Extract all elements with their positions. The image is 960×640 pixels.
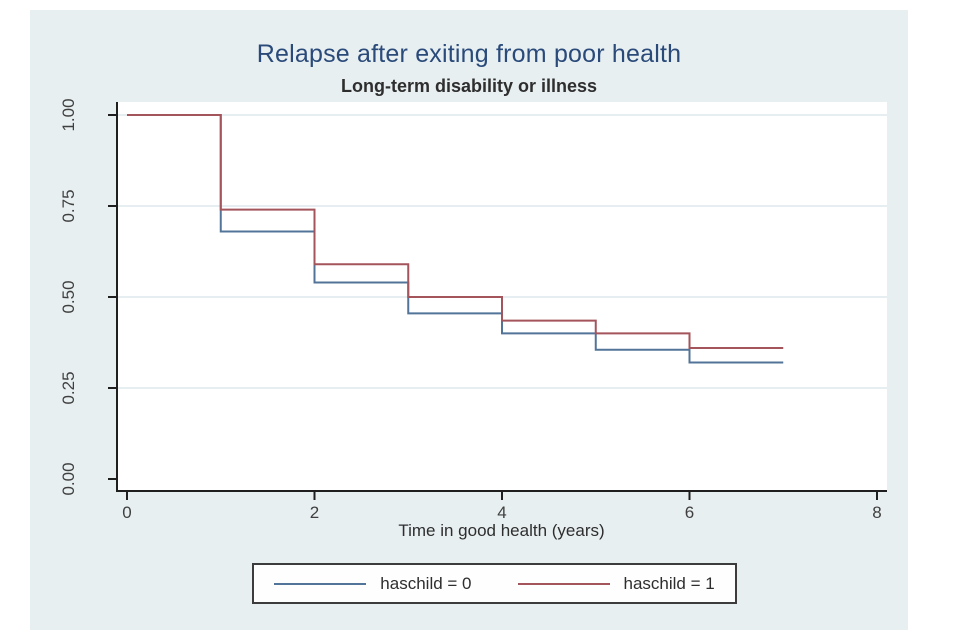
- legend-line-swatch-haschild1: [517, 582, 610, 585]
- y-tick-label: 0.50: [59, 280, 78, 314]
- figure: Relapse after exiting from poor health L…: [30, 10, 908, 630]
- chart-subtitle: Long-term disability or illness: [340, 76, 598, 96]
- survival-plot: [108, 102, 887, 500]
- x-tick-label: 8: [872, 503, 882, 522]
- y-tick-label: 1.00: [59, 98, 78, 132]
- x-axis-label: Time in good health (years): [398, 521, 605, 540]
- legend-line-swatch-haschild0: [274, 582, 367, 585]
- x-tick-label: 4: [497, 503, 507, 522]
- legend-entry-haschild0: haschild = 0: [274, 573, 472, 594]
- legend: haschild = 0 haschild = 1: [252, 563, 737, 604]
- legend-label-haschild1: haschild = 1: [623, 573, 715, 593]
- y-tick-label: 0.75: [59, 189, 78, 223]
- y-tick-label: 0.25: [59, 371, 78, 405]
- x-tick-label: 2: [309, 503, 320, 522]
- y-tick-label: 0.00: [59, 462, 78, 496]
- legend-label-haschild0: haschild = 0: [380, 573, 472, 593]
- chart-title: Relapse after exiting from poor health: [256, 40, 682, 68]
- legend-entry-haschild1: haschild = 1: [517, 573, 715, 594]
- x-tick-label: 0: [122, 503, 132, 522]
- x-tick-label: 6: [684, 503, 695, 522]
